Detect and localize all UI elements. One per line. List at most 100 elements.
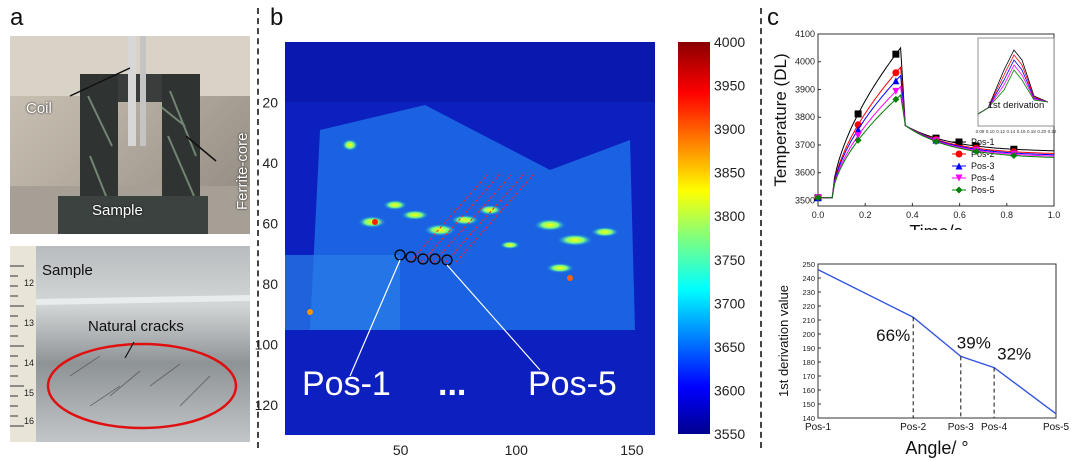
- colorbar-gradient: [678, 42, 710, 434]
- divider-a-b: [257, 8, 259, 448]
- pos-5-label: Pos-5: [528, 365, 617, 403]
- heatmap-y-tick: 60: [262, 215, 278, 231]
- sample-surface-photo: 12 13 14 15 16: [10, 246, 250, 442]
- heatmap-y-tick: 40: [262, 155, 278, 171]
- deriv-y-tick: 170: [802, 372, 815, 381]
- inset-x-tick: 0.08: [976, 129, 985, 134]
- deriv-y-tick: 190: [802, 344, 815, 353]
- deriv-x-tick: Pos-3: [948, 422, 975, 433]
- deriv-x-label: Angle/ °: [905, 438, 968, 458]
- pos-dots-label: ...: [438, 365, 466, 403]
- ruler-num-13: 13: [24, 318, 34, 328]
- deriv-y-tick: 140: [802, 414, 815, 423]
- ruler-num-15: 15: [24, 388, 34, 398]
- deriv-y-tick: 220: [802, 302, 815, 311]
- inset-x-tick: 0.16: [1017, 129, 1026, 134]
- crack-region-ellipse: [46, 342, 238, 430]
- heatmap-y-tick: 80: [262, 276, 278, 292]
- heatmap-colorbar: 4000 3950 3900 3850 3800 3750 3700 3650 3600 3550: [678, 34, 745, 442]
- inset-x-tick: 0.20: [1037, 129, 1046, 134]
- temp-series-point: [892, 77, 900, 85]
- deriv-x-tick: Pos-2: [900, 422, 927, 433]
- position-circle-2: [405, 251, 417, 263]
- derivation-series-line: [817, 268, 1057, 415]
- sample-label-top: Sample: [92, 202, 143, 219]
- ruler-num-12: 12: [24, 278, 34, 288]
- temp-series-point: [854, 125, 862, 133]
- temp-series-point: [892, 50, 900, 58]
- heatmap-y-tick: 100: [255, 336, 279, 352]
- ruler-num-16: 16: [24, 416, 34, 426]
- pos-5-pointer: [446, 264, 541, 371]
- position-circle-4: [429, 253, 441, 265]
- temp-series-point: [854, 136, 862, 144]
- deriv-ratio-label: 32%: [997, 345, 1031, 364]
- temp-legend-label: Pos-1: [971, 137, 995, 147]
- deriv-x-tick: Pos-1: [805, 422, 832, 433]
- colorbar-tick: 3550: [714, 426, 745, 442]
- inset-x-tick: 0.22: [1048, 129, 1057, 134]
- deriv-y-label: 1st derivation value: [776, 285, 791, 397]
- pos-1-label: Pos-1: [302, 365, 391, 403]
- temp-x-tick: 0.2: [859, 210, 872, 220]
- temp-y-tick: 4000: [795, 57, 815, 67]
- panel-b-label: b: [270, 4, 284, 31]
- temp-legend-label: Pos-3: [971, 161, 995, 171]
- heatmap-y-tick: 120: [255, 397, 279, 413]
- temp-legend-label: Pos-4: [971, 173, 995, 183]
- temp-x-label: Time/s: [909, 222, 962, 230]
- deriv-y-tick: 230: [802, 288, 815, 297]
- deriv-y-tick: 160: [802, 386, 815, 395]
- colorbar-tick: 3600: [714, 382, 745, 398]
- coil-setup-photo: [10, 36, 250, 234]
- colorbar-tick: 3700: [714, 295, 745, 311]
- deriv-x-tick: Pos-5: [1043, 422, 1070, 433]
- inset-x-tick: 0.12: [996, 129, 1005, 134]
- temp-series-point: [854, 110, 862, 118]
- temp-y-tick: 3500: [795, 195, 815, 205]
- temp-series-point: [814, 194, 822, 202]
- heatmap-x-tick: 100: [505, 442, 529, 458]
- colorbar-tick: 3800: [714, 208, 745, 224]
- colorbar-tick: 4000: [714, 34, 745, 50]
- temp-legend-label: Pos-2: [971, 149, 995, 159]
- deriv-y-tick: 240: [802, 274, 815, 283]
- colorbar-tick: 3650: [714, 339, 745, 355]
- deriv-y-tick: 210: [802, 316, 815, 325]
- temp-x-tick: 0.8: [1001, 210, 1014, 220]
- position-circle-3: [417, 253, 429, 265]
- panel-a-label: a: [10, 4, 24, 31]
- inset-x-tick: 0.18: [1027, 129, 1036, 134]
- ruler-num-14: 14: [24, 358, 34, 368]
- panel-c-label: c: [767, 4, 779, 31]
- inset-label: 1st derivation: [988, 100, 1045, 111]
- heatmap-x-tick: 150: [620, 442, 644, 458]
- temp-y-label: Temperature (DL): [771, 53, 790, 186]
- colorbar-tick: 3750: [714, 252, 745, 268]
- temp-y-tick: 3800: [795, 112, 815, 122]
- temperature-chart: 3500 3600 3700 3800 3900 4000 4100 0.0 0.2 0.4 0.6…: [771, 29, 1060, 230]
- deriv-ratio-label: 66%: [876, 326, 910, 345]
- heatmap-x-axis: 50 100 150: [393, 442, 644, 458]
- inset-x-tick: 0.14: [1006, 129, 1015, 134]
- sample-label-bottom: Sample: [42, 262, 93, 279]
- heatmap-y-tick: 20: [262, 94, 278, 110]
- temp-y-tick: 3900: [795, 84, 815, 94]
- deriv-y-tick: 200: [802, 330, 815, 339]
- temp-series-point: [854, 132, 862, 140]
- deriv-y-tick: 250: [802, 260, 815, 269]
- pos-1-pointer: [349, 259, 401, 377]
- divider-b-c: [760, 8, 762, 448]
- temp-y-tick: 4100: [795, 29, 815, 39]
- temp-x-tick: 0.4: [906, 210, 919, 220]
- temp-legend-label: Pos-5: [971, 185, 995, 195]
- colorbar-tick: 3950: [714, 78, 745, 94]
- ferrite-core-label: Ferrite-core: [234, 132, 251, 210]
- temp-series-point: [1010, 152, 1018, 160]
- temp-y-tick: 3600: [795, 168, 815, 178]
- deriv-y-tick: 150: [802, 400, 815, 409]
- sample-surface-drawing: 12 13 14 15 16: [10, 246, 250, 442]
- colorbar-tick: 3900: [714, 121, 745, 137]
- temp-series-point: [892, 87, 900, 95]
- temp-x-tick: 0.6: [953, 210, 966, 220]
